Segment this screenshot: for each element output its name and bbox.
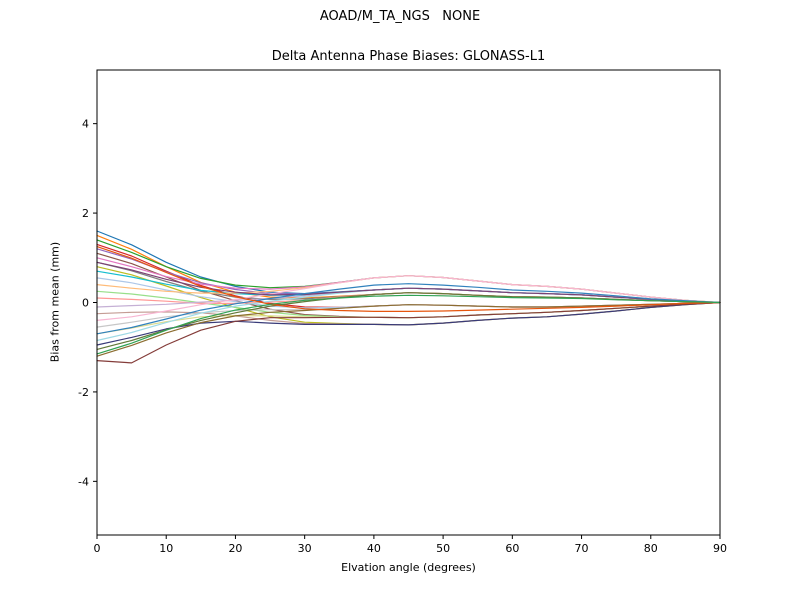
x-tick-label: 10 <box>159 542 173 555</box>
x-tick-label: 30 <box>298 542 312 555</box>
plot-line-25 <box>96 261 721 304</box>
plot-line-26 <box>96 283 721 335</box>
x-tick-label: 20 <box>228 542 242 555</box>
x-tick-label: 80 <box>644 542 658 555</box>
x-tick-label: 60 <box>505 542 519 555</box>
plot-line-24 <box>96 301 721 364</box>
plot-line-23 <box>96 301 721 357</box>
x-tick-label: 90 <box>713 542 727 555</box>
x-axis-label: Elvation angle (degrees) <box>341 561 476 574</box>
chart-title: Delta Antenna Phase Biases: GLONASS-L1 <box>271 49 546 64</box>
plot-line-17 <box>96 275 721 321</box>
plot-line-28 <box>96 294 721 355</box>
x-tick-label: 40 <box>367 542 381 555</box>
y-tick-label: -4 <box>78 475 89 488</box>
figure-suptitle: AOAD/M_TA_NGS NONE <box>319 9 481 24</box>
y-tick-label: 2 <box>82 207 89 220</box>
y-axis-label: Bias from mean (mm) <box>48 241 62 363</box>
y-tick-label: 0 <box>82 297 89 310</box>
plot-line-01 <box>96 230 721 304</box>
x-tick-label: 0 <box>94 542 101 555</box>
x-tick-label: 50 <box>436 542 450 555</box>
plot-line-27 <box>96 246 721 312</box>
y-tick-label: 4 <box>82 118 89 131</box>
y-tick-label: -2 <box>78 386 89 399</box>
x-tick-label: 70 <box>575 542 589 555</box>
